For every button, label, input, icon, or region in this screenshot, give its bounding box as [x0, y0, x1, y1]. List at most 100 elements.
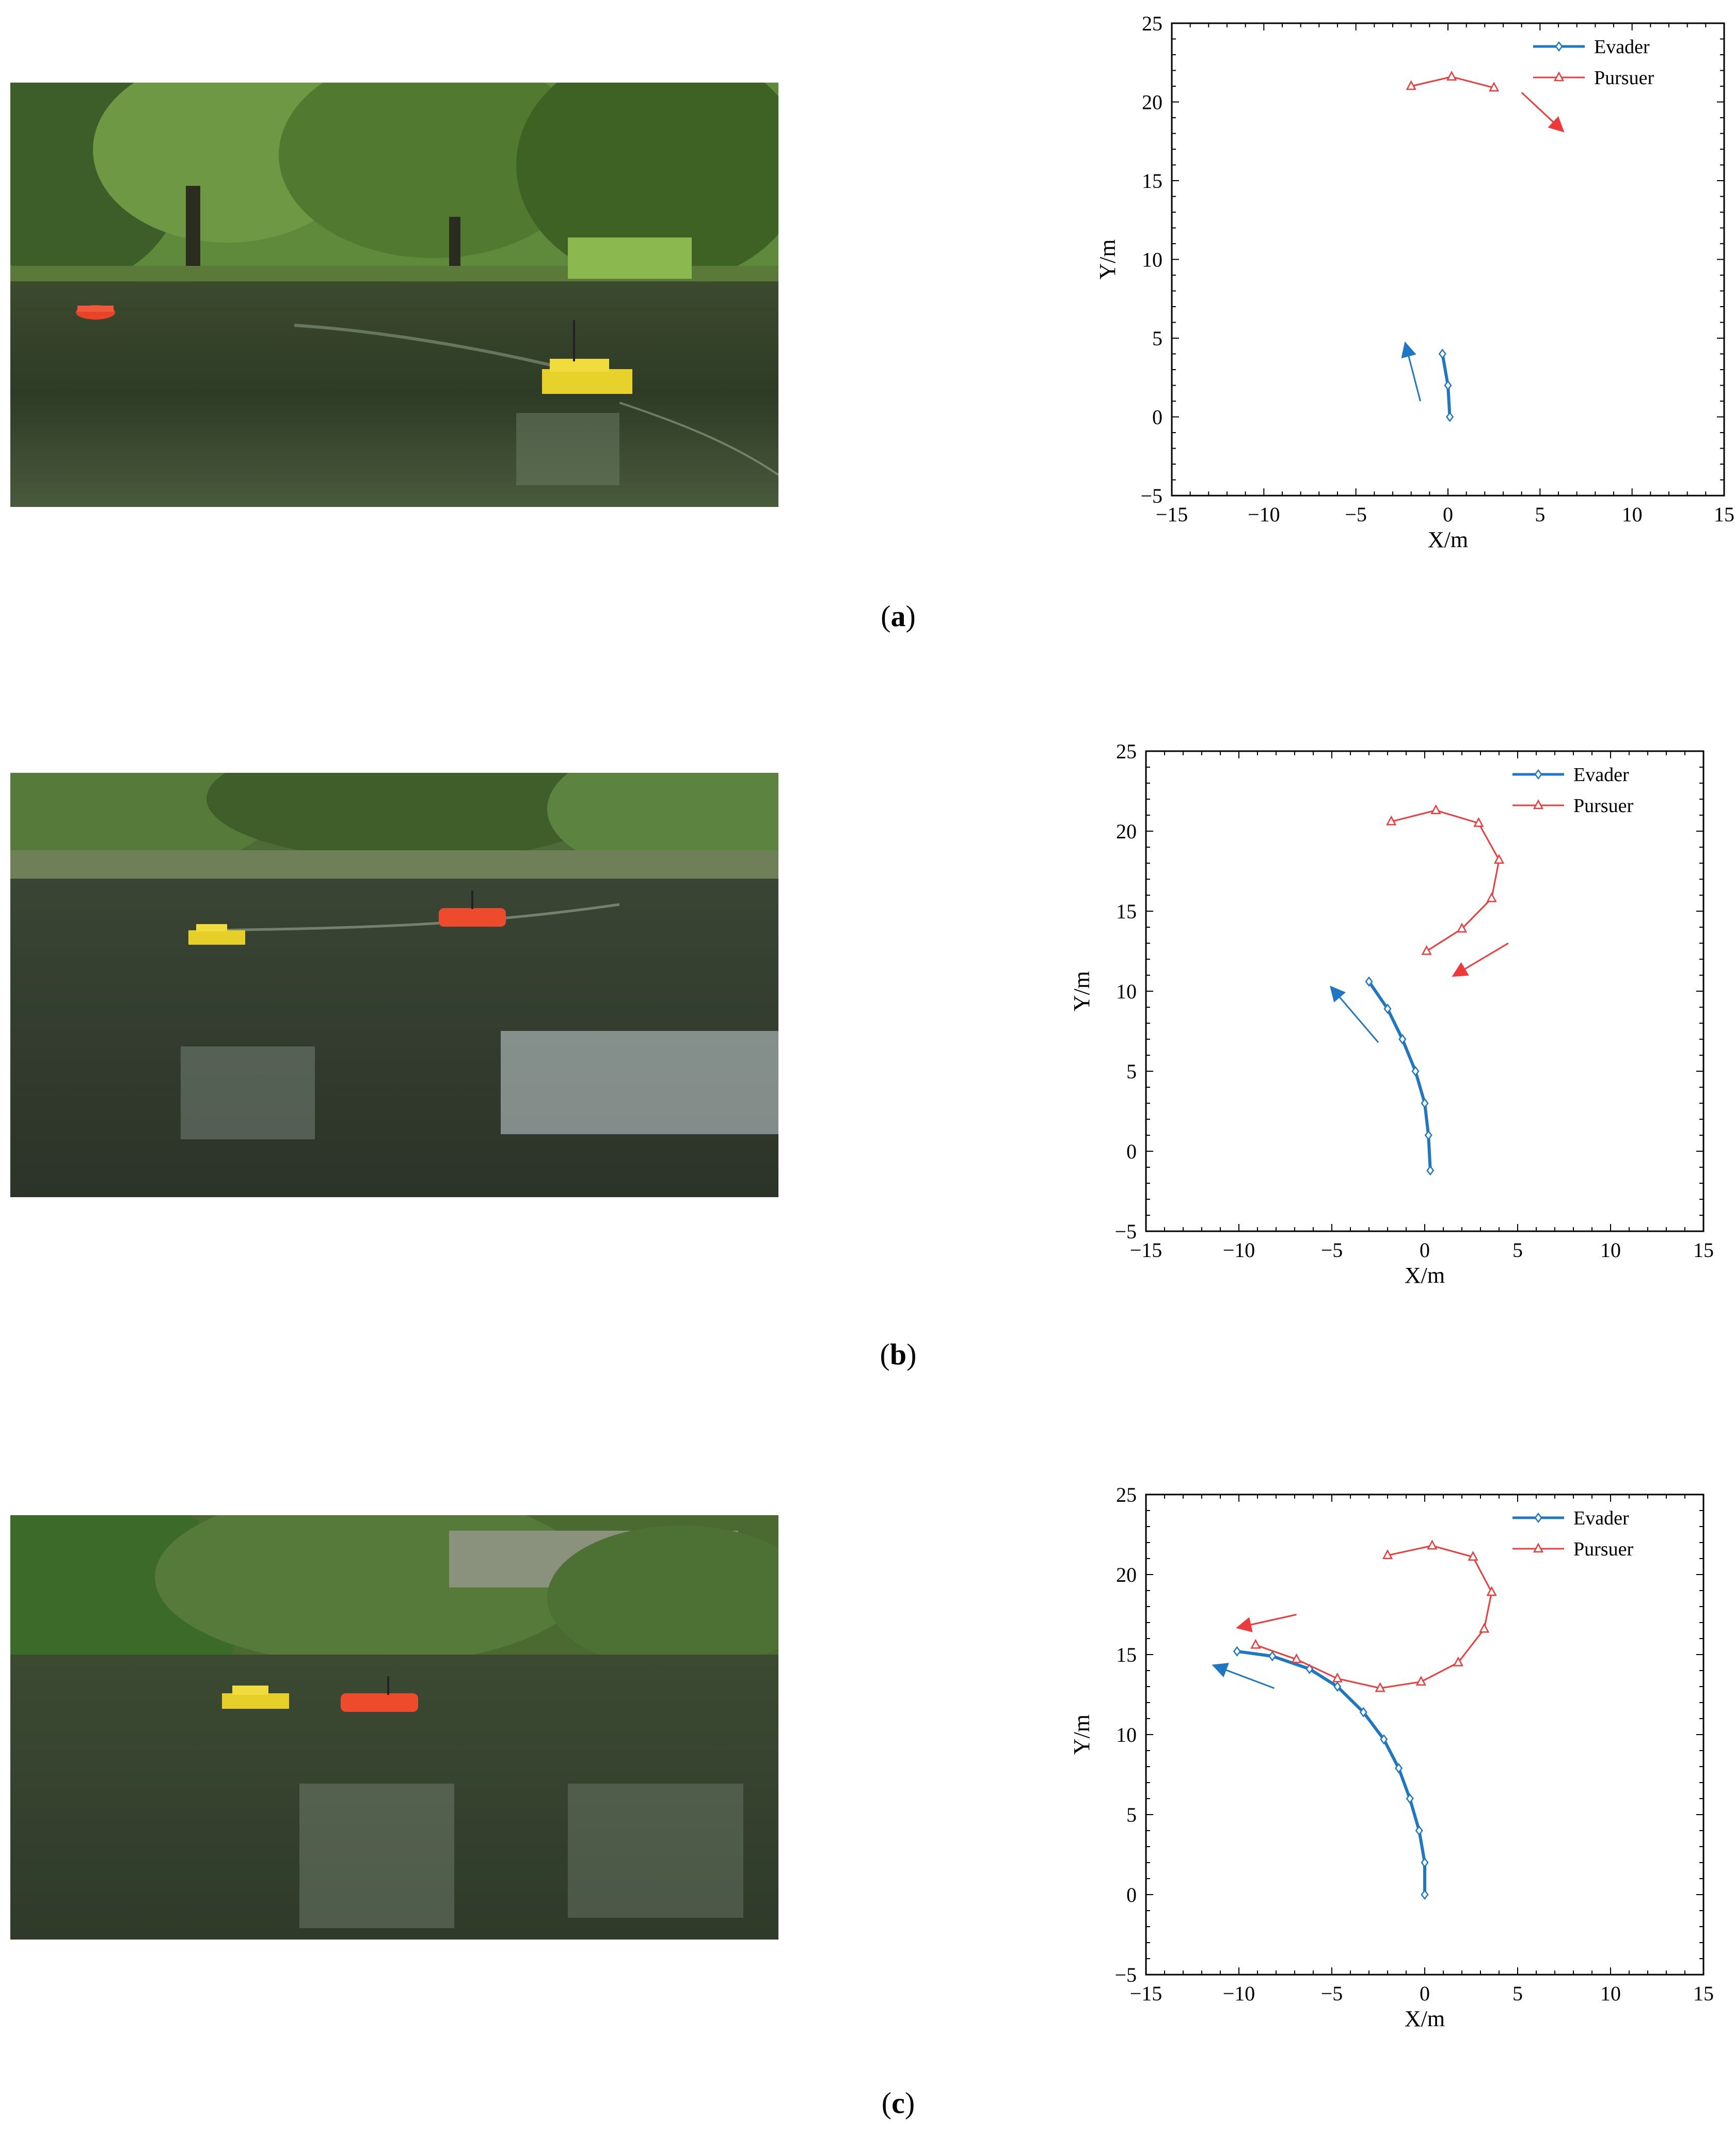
x-tick-label: −15	[1130, 1982, 1162, 2005]
pursuer-point	[1427, 1539, 1438, 1550]
x-axis-title: X/m	[1405, 1263, 1445, 1288]
pursuer-point	[1375, 1682, 1385, 1692]
y-axis-title: Y/m	[1069, 1714, 1094, 1755]
pursuer-direction-arrow	[1452, 942, 1509, 977]
pursuer-point	[1489, 82, 1500, 92]
pursuer-point	[1456, 923, 1468, 933]
x-tick-label: 10	[1600, 1982, 1621, 2005]
pursuer-point	[1473, 817, 1484, 827]
x-tick-label: −15	[1156, 503, 1188, 526]
pursuer-point	[1486, 1586, 1497, 1596]
caption-a-letter: a	[890, 599, 906, 633]
x-tick-label: −10	[1223, 1238, 1255, 1262]
legend-label: Evader	[1594, 36, 1650, 58]
y-tick-label: 5	[1126, 1803, 1137, 1826]
trajectory-plot-b: −15 −10 −5 0 5 10 15 −5 0 5 10 15 20 25 X/m Y/m Evader Pu…	[1069, 740, 1714, 1288]
evader-point	[1438, 348, 1446, 359]
evader-point	[1383, 1004, 1392, 1014]
trajectory-chart-c: −15 −10 −5 0 5 10 15 −5 0 5 10 15 20 25 X/m Y/m Evader Pu…	[1048, 1471, 1734, 2049]
evader-point	[1424, 1130, 1432, 1141]
x-tick-label: 15	[1693, 1982, 1714, 2005]
pursuer-point	[1421, 945, 1432, 955]
x-tick-label: −10	[1248, 503, 1280, 526]
y-tick-label: 0	[1152, 406, 1162, 429]
pursuer-point	[1250, 1639, 1261, 1649]
y-tick-label: −5	[1114, 1963, 1137, 1987]
legend-marker	[1533, 799, 1544, 809]
lake-photo-b	[10, 773, 778, 1197]
x-tick-label: −5	[1321, 1238, 1343, 1262]
x-tick-label: −5	[1321, 1982, 1343, 2005]
x-tick-label: 5	[1512, 1238, 1523, 1262]
trajectory-chart-b: −15 −10 −5 0 5 10 15 −5 0 5 10 15 20 25 X/m Y/m Evader Pu…	[1048, 728, 1734, 1306]
y-tick-label: 10	[1116, 1723, 1137, 1746]
red-boat-c	[341, 1676, 418, 1712]
evader-point	[1411, 1066, 1420, 1077]
evader-point	[1415, 1825, 1423, 1836]
y-tick-label: 5	[1126, 1060, 1137, 1083]
evader-point	[1426, 1165, 1435, 1176]
caption-c: (c)	[881, 2086, 915, 2120]
photo-c	[10, 1515, 778, 1940]
photo-b	[10, 773, 778, 1197]
yellow-boat-a	[542, 320, 632, 394]
yellow-boat-c	[222, 1686, 289, 1709]
lake-photo-c	[10, 1515, 778, 1940]
evader-point	[1365, 976, 1373, 987]
caption-b-letter: b	[889, 1338, 907, 1371]
y-tick-label: 0	[1126, 1140, 1137, 1163]
legend-label: Evader	[1573, 1507, 1629, 1529]
x-tick-label: 10	[1600, 1238, 1621, 1262]
evader-point	[1398, 1034, 1407, 1045]
pursuer-point	[1430, 804, 1441, 814]
evader-trajectory	[1367, 980, 1432, 1171]
pursuer-trajectory	[1255, 1545, 1493, 1689]
y-tick-label: 25	[1116, 1483, 1137, 1506]
x-tick-label: −10	[1223, 1982, 1255, 2005]
legend-label: Pursuer	[1573, 795, 1633, 817]
caption-b: (b)	[880, 1338, 917, 1371]
y-tick-label: 25	[1142, 12, 1162, 35]
pursuer-trajectory	[1391, 809, 1500, 952]
y-tick-label: −5	[1114, 1220, 1137, 1243]
y-tick-label: 20	[1116, 820, 1137, 843]
x-axis-title: X/m	[1405, 2006, 1445, 2031]
legend-label: Pursuer	[1573, 1538, 1633, 1560]
x-tick-label: 0	[1443, 503, 1453, 526]
trajectory-plot-a: −15 −10 −5 0 5 10 15 −5 0 5 10 15 20 25 X/m Y/m Evader Pu…	[1095, 12, 1734, 552]
x-axis-title: X/m	[1428, 527, 1468, 552]
legend-label: Evader	[1573, 764, 1629, 786]
legend-marker	[1555, 41, 1563, 52]
trajectory-plot-c: −15 −10 −5 0 5 10 15 −5 0 5 10 15 20 25 X/m Y/m Evader Pu…	[1069, 1483, 1714, 2031]
evader-direction-arrow	[1330, 986, 1379, 1043]
x-tick-label: −15	[1130, 1238, 1162, 1262]
evader-point	[1406, 1793, 1414, 1804]
evader-point	[1359, 1707, 1367, 1718]
evader-point	[1333, 1681, 1342, 1692]
x-tick-label: 5	[1512, 1982, 1523, 2005]
y-tick-label: 0	[1126, 1883, 1137, 1906]
y-tick-label: 15	[1142, 169, 1162, 193]
pursuer-point	[1386, 815, 1397, 825]
red-boat-b	[439, 891, 506, 927]
pursuer-point	[1479, 1623, 1490, 1633]
pursuer-point	[1332, 1672, 1343, 1682]
lake-photo-a	[10, 83, 778, 507]
y-tick-label: 20	[1142, 91, 1162, 114]
legend-marker	[1553, 71, 1565, 82]
evader-point	[1395, 1763, 1403, 1774]
legend-marker	[1533, 1543, 1544, 1553]
x-tick-label: −5	[1345, 503, 1367, 526]
x-tick-label: 15	[1714, 503, 1734, 526]
pursuer-point	[1291, 1653, 1302, 1663]
red-boat-a	[76, 305, 115, 320]
x-tick-label: 5	[1535, 503, 1545, 526]
evader-point	[1421, 1889, 1429, 1900]
x-tick-label: 0	[1420, 1238, 1430, 1262]
plot-frame	[1145, 750, 1705, 1232]
evader-point	[1421, 1857, 1429, 1868]
pursuer-point	[1415, 1676, 1426, 1686]
pursuer-point	[1382, 1549, 1393, 1560]
evader-point	[1233, 1646, 1241, 1657]
legend-marker	[1534, 769, 1542, 780]
